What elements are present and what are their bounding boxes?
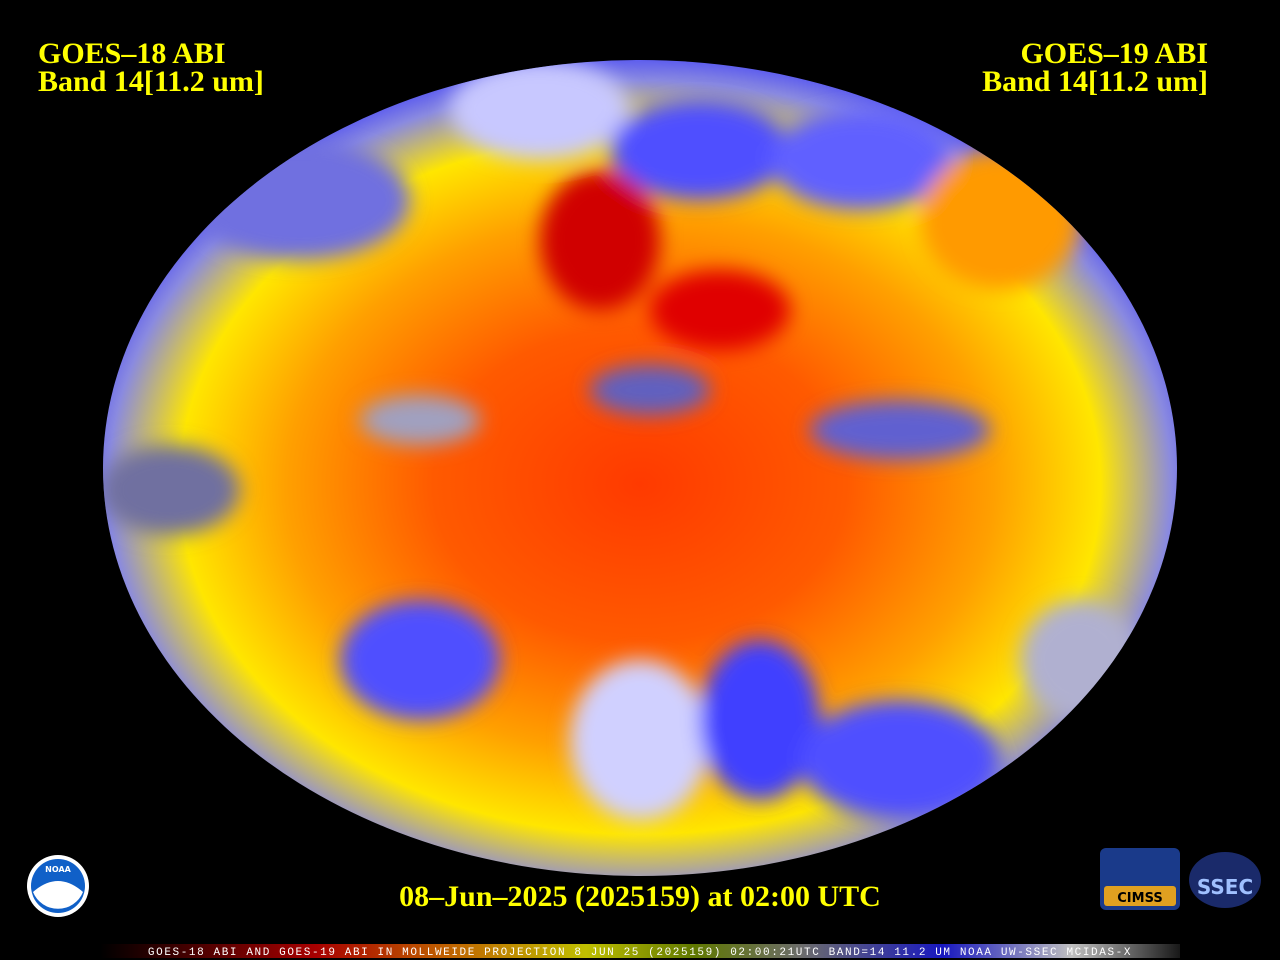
ssec-label: SSEC [1197,875,1253,899]
cimss-label: CIMSS [1117,891,1162,906]
noaa-logo: NOAA [27,855,89,917]
right-title-line2: Band 14[11.2 um] [982,65,1208,98]
cloud-layer [103,60,1140,820]
right-title-line1: GOES–19 ABI [1020,37,1208,70]
left-title-line1: GOES–18 ABI [38,37,226,70]
ssec-logo: SSEC [1189,852,1261,908]
color-bar [100,944,1180,958]
timestamp: 08–Jun–2025 (2025159) at 02:00 UTC [399,880,881,913]
cimss-logo: CIMSS [1100,848,1180,910]
caption: GOES-18 ABI AND GOES-19 ABI IN MOLLWEIDE… [148,947,1132,959]
left-title-line2: Band 14[11.2 um] [38,65,264,98]
noaa-label: NOAA [45,865,71,874]
